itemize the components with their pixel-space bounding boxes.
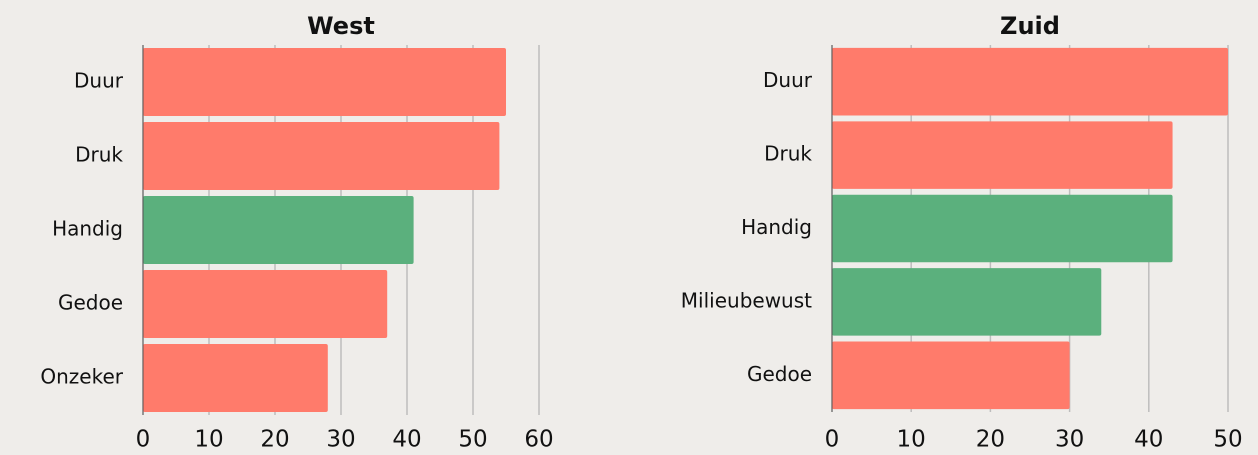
x-tick-label: 30 bbox=[326, 427, 355, 453]
bar bbox=[143, 343, 328, 413]
x-tick-label: 10 bbox=[194, 427, 223, 453]
y-tick-label: Gedoe bbox=[58, 291, 123, 315]
y-tick-label: Duur bbox=[763, 68, 813, 92]
x-tick-label: 0 bbox=[136, 427, 151, 453]
y-tick-label: Handig bbox=[741, 215, 812, 239]
x-tick-label: 40 bbox=[392, 427, 421, 453]
x-tick-label: 0 bbox=[825, 427, 840, 453]
x-tick-label: 50 bbox=[458, 427, 487, 453]
y-tick-label: Duur bbox=[74, 69, 124, 93]
bar bbox=[832, 268, 1102, 336]
chart-title: Zuid bbox=[1000, 12, 1060, 40]
y-tick-label: Druk bbox=[764, 142, 812, 166]
bar bbox=[143, 269, 388, 339]
bar bbox=[832, 47, 1228, 116]
bar bbox=[143, 195, 414, 265]
chart-title: West bbox=[307, 12, 375, 40]
x-tick-label: 20 bbox=[260, 427, 289, 453]
x-tick-label: 30 bbox=[1055, 427, 1084, 453]
y-tick-label: Druk bbox=[75, 143, 123, 167]
bar bbox=[832, 194, 1173, 263]
y-tick-label: Onzeker bbox=[40, 365, 123, 389]
y-tick-label: Gedoe bbox=[747, 362, 812, 386]
x-tick-label: 60 bbox=[524, 427, 553, 453]
x-tick-label: 20 bbox=[976, 427, 1005, 453]
x-tick-label: 10 bbox=[897, 427, 926, 453]
bar bbox=[143, 47, 506, 117]
bar bbox=[143, 121, 500, 191]
y-tick-label: Handig bbox=[52, 217, 123, 241]
x-tick-label: 50 bbox=[1213, 427, 1242, 453]
bar bbox=[832, 341, 1070, 410]
x-tick-label: 40 bbox=[1134, 427, 1163, 453]
y-tick-label: Milieubewust bbox=[681, 288, 812, 312]
bar bbox=[832, 121, 1173, 189]
